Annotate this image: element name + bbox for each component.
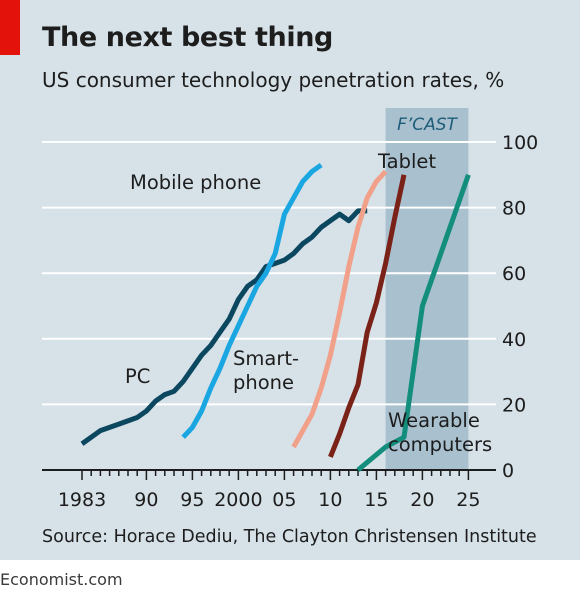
series-line-pc bbox=[80, 208, 368, 446]
line-chart: F’CAST 0 20 40 60 80 100 1983 90 95 2000 05 10 15 20 25… bbox=[42, 108, 538, 511]
source-note: Source: Horace Dediu, The Clayton Christ… bbox=[42, 527, 537, 547]
x-tick-label-25: 25 bbox=[456, 489, 480, 511]
x-tick-label-90: 90 bbox=[134, 489, 158, 511]
series-label-smart-phone: Smart- bbox=[233, 347, 299, 370]
y-tick-label-80: 80 bbox=[502, 198, 526, 220]
brand-footer: Economist.com bbox=[0, 570, 123, 589]
series-label-tablet: Tablet bbox=[377, 150, 436, 173]
chart-title: The next best thing bbox=[42, 22, 333, 53]
x-tick-label-15: 15 bbox=[364, 489, 388, 511]
y-tick-label-0: 0 bbox=[502, 460, 514, 482]
forecast-label: F’CAST bbox=[397, 115, 458, 135]
x-tick-label-20: 20 bbox=[410, 489, 434, 511]
series-label-mobile-phone: Mobile phone bbox=[130, 171, 261, 194]
x-tick-label-05: 05 bbox=[272, 489, 296, 511]
series-label-wearable-computers: Wearable bbox=[388, 409, 480, 432]
chart-panel bbox=[0, 0, 580, 560]
series-line-wearable-computers bbox=[356, 173, 471, 472]
y-tick-label-100: 100 bbox=[502, 132, 538, 154]
x-tick-label-1983: 1983 bbox=[58, 489, 106, 511]
series-label-smart-phone: phone bbox=[233, 371, 294, 394]
y-tick-label-20: 20 bbox=[502, 394, 526, 416]
x-tick-label-10: 10 bbox=[318, 489, 342, 511]
series-line-tablet bbox=[328, 174, 407, 458]
series-label-wearable-computers: computers bbox=[388, 433, 492, 456]
y-tick-label-60: 60 bbox=[502, 263, 526, 285]
series-line-smart-phone bbox=[291, 169, 388, 449]
chart-subtitle: US consumer technology penetration rates… bbox=[42, 68, 505, 92]
brand-red-tab bbox=[0, 0, 20, 55]
x-tick-label-2000: 2000 bbox=[214, 489, 262, 511]
series-label-pc: PC bbox=[125, 365, 150, 388]
y-tick-label-40: 40 bbox=[502, 329, 526, 351]
series-line-mobile-phone bbox=[181, 162, 323, 439]
x-tick-label-95: 95 bbox=[180, 489, 204, 511]
